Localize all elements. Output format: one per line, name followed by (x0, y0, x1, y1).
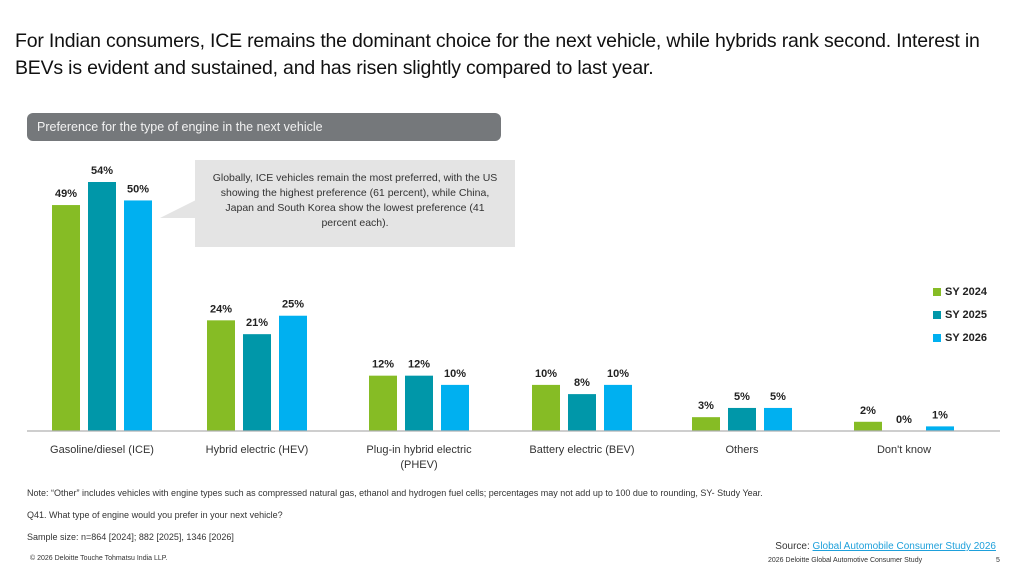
value-label: 0% (896, 414, 912, 426)
category-label: Others (725, 444, 759, 456)
bar-battery-electric-bev-sy-2026 (604, 384, 632, 431)
value-label: 3% (698, 400, 714, 412)
value-label: 49% (55, 188, 77, 200)
value-label: 50% (127, 183, 149, 195)
value-label: 2% (860, 405, 876, 417)
value-label: 8% (574, 377, 590, 389)
value-label: 5% (734, 391, 750, 403)
value-label: 12% (408, 359, 430, 371)
bar-plug-in-hybrid-electric-phev-sy-2024 (369, 375, 397, 431)
bar-others-sy-2026 (764, 407, 792, 431)
legend-item-sy2026: SY 2026 (933, 326, 987, 349)
value-label: 12% (372, 359, 394, 371)
page-number: 5 (996, 557, 1000, 564)
sample-size: Sample size: n=864 [2024]; 882 [2025], 1… (27, 532, 234, 542)
bar-hybrid-electric-hev-sy-2025 (243, 334, 271, 431)
legend-label: SY 2025 (945, 308, 988, 321)
source-link[interactable]: Global Automobile Consumer Study 2026 (812, 541, 996, 552)
value-label: 10% (607, 368, 629, 380)
category-label: Plug-in hybrid electric (366, 444, 472, 456)
value-label: 54% (91, 165, 113, 177)
survey-question: Q41. What type of engine would you prefe… (27, 510, 283, 520)
value-label: 10% (535, 368, 557, 380)
legend-swatch-sy2024 (933, 287, 941, 296)
legend-item-sy2024: SY 2024 (933, 280, 987, 303)
bar-others-sy-2024 (692, 417, 720, 431)
callout-pointer (160, 200, 196, 218)
source-label: Source: (775, 541, 813, 552)
bar-plug-in-hybrid-electric-phev-sy-2025 (405, 375, 433, 431)
legend: SY 2024 SY 2025 SY 2026 (933, 280, 987, 349)
value-label: 24% (210, 303, 232, 315)
source: Source: Global Automobile Consumer Study… (775, 541, 996, 552)
footer-study-name: 2026 Deloitte Global Automotive Consumer… (768, 557, 923, 564)
value-label: 1% (932, 409, 948, 421)
bar-gasoline-diesel-ice-sy-2026 (124, 200, 152, 431)
category-label: Gasoline/diesel (ICE) (50, 444, 154, 456)
value-label: 25% (282, 299, 304, 311)
headline: For Indian consumers, ICE remains the do… (15, 30, 980, 79)
legend-item-sy2025: SY 2025 (933, 303, 987, 326)
bar-gasoline-diesel-ice-sy-2024 (52, 205, 80, 431)
bar-don-t-know-sy-2024 (854, 421, 882, 431)
legend-label: SY 2024 (945, 285, 988, 298)
value-label: 21% (246, 317, 268, 329)
legend-label: SY 2026 (945, 331, 988, 344)
legend-swatch-sy2026 (933, 333, 941, 342)
bar-others-sy-2025 (728, 407, 756, 431)
category-label: (PHEV) (400, 459, 437, 471)
bar-hybrid-electric-hev-sy-2024 (207, 320, 235, 431)
category-label: Don't know (877, 444, 931, 456)
category-label: Battery electric (BEV) (529, 444, 634, 456)
bar-gasoline-diesel-ice-sy-2025 (88, 182, 116, 431)
value-label: 10% (444, 368, 466, 380)
chart-section-title: Preference for the type of engine in the… (27, 113, 501, 141)
bar-battery-electric-bev-sy-2025 (568, 394, 596, 431)
category-label: Hybrid electric (HEV) (206, 444, 309, 456)
legend-swatch-sy2025 (933, 310, 941, 319)
copyright: © 2026 Deloitte Touche Tohmatsu India LL… (30, 555, 168, 562)
bar-hybrid-electric-hev-sy-2026 (279, 315, 307, 431)
value-label: 5% (770, 391, 786, 403)
bar-plug-in-hybrid-electric-phev-sy-2026 (441, 384, 469, 431)
bar-don-t-know-sy-2026 (926, 426, 954, 431)
chart-note: Note: “Other” includes vehicles with eng… (27, 488, 763, 498)
callout-box: Globally, ICE vehicles remain the most p… (195, 160, 515, 247)
bar-battery-electric-bev-sy-2024 (532, 384, 560, 431)
